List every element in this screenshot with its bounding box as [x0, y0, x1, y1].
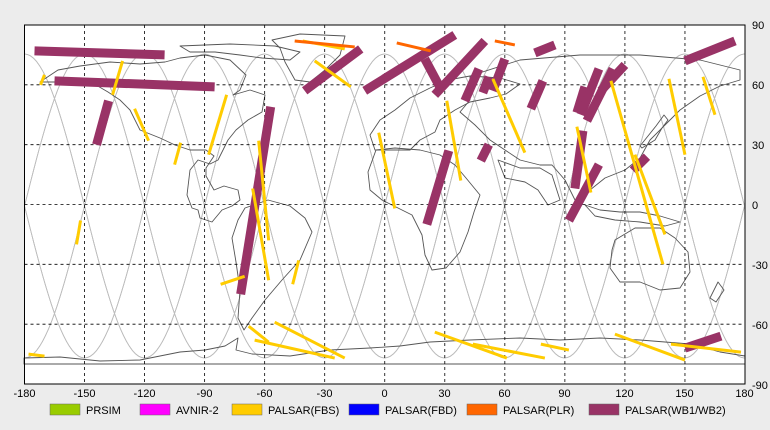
swath-palsar-fbs — [251, 188, 271, 281]
swath-palsar-wb — [92, 99, 113, 146]
x-tick-label: -90 — [197, 388, 213, 400]
swath-palsar-fbs — [173, 142, 183, 166]
coast-europe — [369, 75, 521, 151]
swath-palsar-fbs — [609, 80, 665, 265]
swath-palsar-plr — [494, 39, 516, 47]
y-tick-label: 0 — [752, 200, 758, 212]
y-tick-label: -30 — [752, 260, 768, 272]
swath-palsar-fbs — [291, 259, 301, 285]
swath-palsar-fbs — [133, 108, 150, 142]
swath-palsar-fbs — [313, 59, 352, 89]
legend-label-palsar-plr: PALSAR(PLR) — [503, 405, 574, 417]
swath-palsar-fbs — [273, 320, 346, 360]
swath-palsar-fbs — [434, 330, 508, 360]
coast-indonesia — [584, 204, 681, 227]
x-tick-label: 120 — [615, 388, 633, 400]
swath-palsar-wb — [422, 149, 454, 226]
legend: PRSIM AVNIR-2 PALSAR(FBS) PALSAR(FBD) PA… — [49, 403, 726, 417]
swath-palsar-fbs — [257, 140, 271, 241]
swath-palsar-fbs — [111, 60, 125, 96]
swath-palsar-fbs — [667, 78, 687, 155]
swath-palsar-fbs — [575, 126, 593, 193]
x-tick-label: -30 — [317, 388, 333, 400]
y-tick-label: -90 — [752, 380, 768, 392]
swath-palsar-wb — [564, 162, 603, 223]
coast-antarctica — [23, 337, 746, 365]
swath-palsar-fbs — [670, 342, 742, 354]
y-tick-label: -60 — [752, 320, 768, 332]
x-tick-label: 150 — [675, 388, 693, 400]
swath-palsar-fbs — [472, 342, 546, 360]
swath-palsar-wb — [54, 76, 215, 92]
swath-palsar-wb — [476, 142, 493, 163]
swath-palsar-fbs — [377, 132, 397, 209]
coast-japan — [639, 114, 669, 149]
swath-palsar-wb — [420, 56, 445, 91]
x-tick-label: 30 — [438, 388, 450, 400]
swath-palsar-fbs — [207, 94, 229, 156]
legend-swatch-avnir2 — [139, 403, 171, 416]
coast-south-america — [231, 199, 313, 331]
swath-palsar-wb — [478, 75, 494, 95]
legend-label-prsim: PRSIM — [86, 405, 121, 417]
legend-swatch-prsim — [49, 403, 81, 416]
legend-swatch-palsar-plr — [466, 403, 498, 416]
swath-palsar-wb — [34, 46, 165, 60]
legend-label-palsar-wb: PALSAR(WB1/WB2) — [625, 405, 726, 417]
coast-arctic-islands — [179, 43, 301, 61]
coast-india — [497, 159, 561, 206]
y-tick-label: 90 — [752, 20, 764, 32]
swath-palsar-fbs — [491, 78, 527, 154]
legend-label-avnir2: AVNIR-2 — [176, 405, 219, 417]
legend-label-palsar-fbs: PALSAR(FBS) — [268, 405, 339, 417]
x-tick-label: -150 — [73, 388, 95, 400]
swath-palsar-fbs — [614, 332, 686, 362]
map-frame — [24, 24, 746, 385]
swath-palsar-fbs — [39, 74, 46, 86]
legend-swatch-palsar-wb — [588, 403, 620, 416]
x-tick-label: -120 — [133, 388, 155, 400]
swath-palsar-fbs — [75, 220, 83, 245]
coast-north-america — [39, 54, 266, 223]
x-tick-label: 90 — [558, 388, 570, 400]
y-tick-label: 30 — [752, 140, 764, 152]
swath-palsar-fbs — [445, 100, 463, 181]
swath-palsar-fbs — [633, 154, 667, 235]
swath-palsar-fbs — [28, 352, 45, 358]
swath-palsar-wb — [576, 67, 604, 117]
coast-new-zealand — [709, 281, 725, 303]
swath-palsar-wb — [572, 85, 590, 115]
swath-palsar-wb — [533, 40, 557, 58]
x-axis: -180 -150 -120 -90 -60 -30 0 30 60 90 12… — [13, 388, 753, 400]
swath-palsar-wb — [683, 36, 737, 66]
swath-palsar-wb — [526, 79, 547, 111]
x-tick-label: 180 — [735, 388, 753, 400]
swath-palsar-wb — [302, 45, 364, 95]
legend-label-palsar-fbd: PALSAR(FBD) — [385, 405, 457, 417]
swath-palsar-wb — [570, 130, 588, 190]
swath-palsar-wb — [597, 61, 629, 94]
swath-palsar-fbs — [701, 76, 717, 116]
swath-palsar-fbs — [220, 274, 246, 286]
x-tick-label: -60 — [257, 388, 273, 400]
swath-palsar-fbs — [254, 338, 336, 360]
grid-lines — [24, 25, 745, 384]
swath-palsar-plr — [396, 41, 432, 53]
coast-australia — [609, 227, 691, 291]
swath-palsar-plr — [294, 39, 355, 49]
acquisition-swaths — [28, 31, 742, 362]
x-tick-label: 60 — [498, 388, 510, 400]
x-tick-label: -180 — [13, 388, 35, 400]
swath-palsar-fbs — [247, 324, 270, 344]
x-tick-label: 0 — [381, 388, 387, 400]
y-tick-label: 60 — [752, 80, 764, 92]
swath-palsar-wb — [460, 67, 483, 103]
y-axis: 90 60 30 0 -30 -60 -90 — [752, 20, 768, 392]
legend-swatch-palsar-fbs — [231, 403, 263, 416]
legend-swatch-palsar-fbd — [348, 403, 380, 416]
swath-palsar-wb — [362, 31, 458, 95]
swath-palsar-fbs — [540, 342, 570, 352]
